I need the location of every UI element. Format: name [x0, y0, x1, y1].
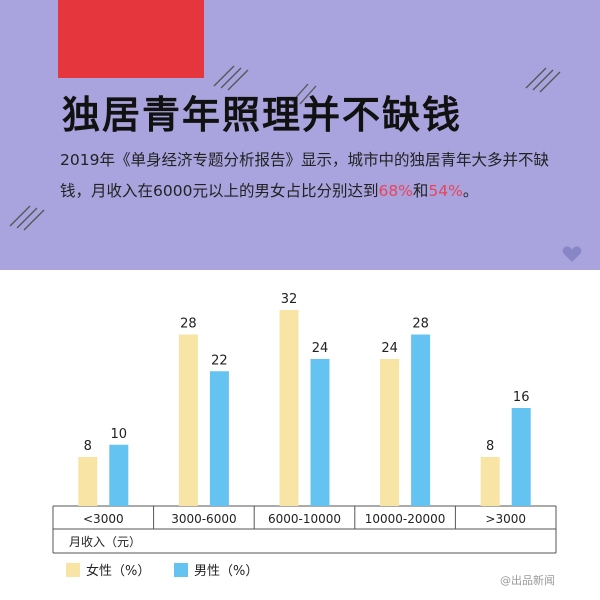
bar	[78, 457, 98, 506]
bar	[411, 334, 431, 506]
diagonal-stripes-decoration	[291, 83, 317, 105]
legend-label-male: 男性（%）	[194, 564, 259, 579]
income-bar-chart: <3000 8 10 3000-6000 28 22 6000-10000 32 24 10000…	[52, 292, 557, 554]
diagonal-stripes-decoration	[213, 65, 249, 91]
bar	[109, 444, 129, 506]
female-percentage: 54%	[428, 182, 463, 200]
male-percentage: 68%	[378, 182, 413, 200]
bar	[511, 408, 531, 506]
data-label: 10	[111, 427, 128, 442]
legend-item-female: 女性（%）	[66, 560, 150, 579]
x-axis-title: 月收入（元）	[69, 535, 141, 549]
bar	[480, 457, 500, 506]
x-tick-label: 6000-10000	[268, 512, 341, 526]
red-accent-block	[58, 0, 204, 78]
x-tick-label: 10000-20000	[365, 512, 446, 526]
bar	[279, 310, 299, 506]
source-watermark: @出品新闻	[500, 574, 555, 587]
summary-conjunction: 和	[412, 182, 429, 200]
heart-icon	[562, 246, 582, 262]
x-tick-label: >3000	[485, 512, 526, 526]
legend-swatch-male	[174, 563, 188, 577]
data-label: 8	[84, 439, 92, 454]
summary-body: 2019年《单身经济专题分析报告》显示，城市中的独居青年大多并不缺钱，月收入在6…	[60, 151, 549, 200]
hero-banner: 独居青年照理并不缺钱 2019年《单身经济专题分析报告》显示，城市中的独居青年大…	[0, 0, 600, 270]
data-label: 28	[412, 317, 429, 332]
data-label: 24	[381, 341, 398, 356]
legend-item-male: 男性（%）	[174, 560, 258, 579]
diagonal-stripes-decoration	[525, 67, 561, 93]
bar	[209, 371, 229, 506]
bar	[178, 334, 198, 506]
bar	[380, 359, 400, 506]
summary-text: 2019年《单身经济专题分析报告》显示，城市中的独居青年大多并不缺钱，月收入在6…	[60, 145, 560, 207]
summary-end: 。	[462, 182, 479, 200]
data-label: 8	[486, 439, 494, 454]
x-tick-label: <3000	[83, 512, 124, 526]
data-label: 32	[281, 292, 298, 307]
data-label: 24	[312, 341, 329, 356]
headline: 独居青年照理并不缺钱	[62, 93, 463, 137]
data-label: 28	[180, 317, 197, 332]
data-label: 16	[513, 390, 530, 405]
legend-label-female: 女性（%）	[86, 564, 151, 579]
legend-swatch-female	[66, 563, 80, 577]
diagonal-stripes-decoration	[9, 205, 45, 231]
x-tick-label: 3000-6000	[171, 512, 236, 526]
bar	[310, 359, 330, 506]
data-label: 22	[211, 353, 228, 368]
